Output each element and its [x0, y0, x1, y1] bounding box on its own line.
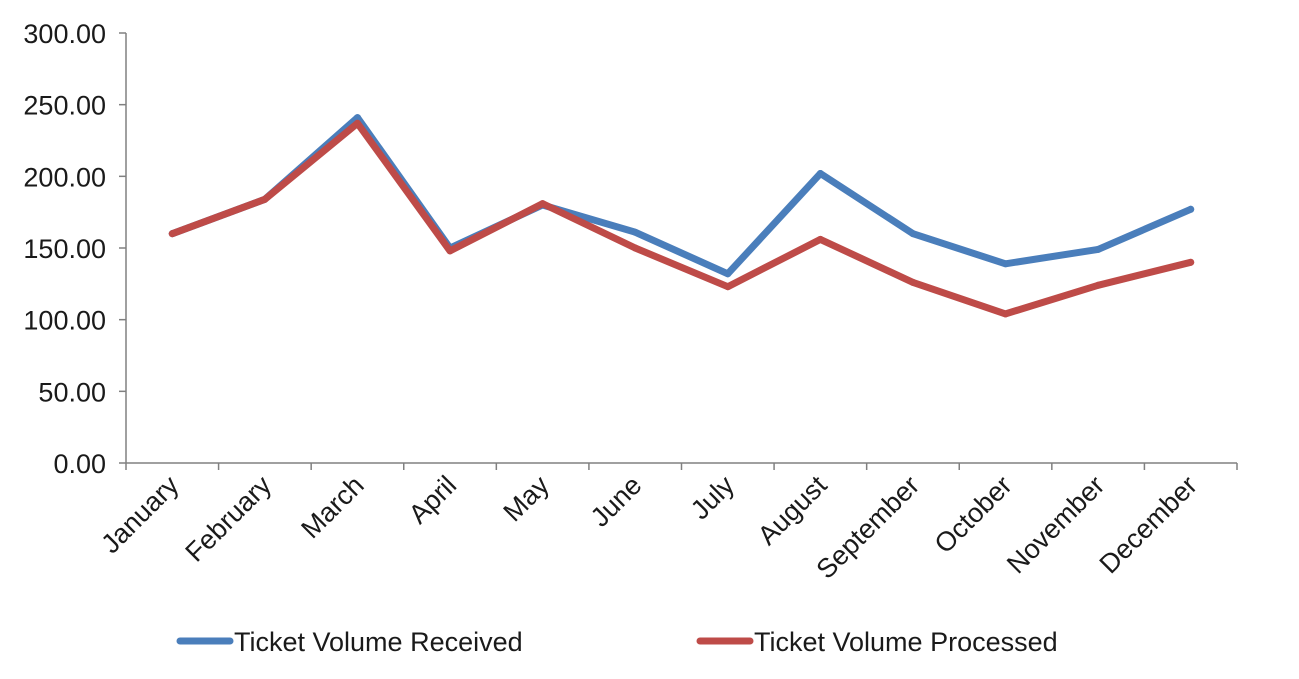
y-tick-label: 300.00: [23, 19, 106, 49]
series-lines: [168, 114, 1195, 318]
x-tick-label: December: [1094, 470, 1203, 579]
data-point-received: [724, 270, 732, 278]
data-point-processed: [816, 235, 824, 243]
y-tick-label: 0.00: [53, 449, 106, 479]
x-tick-label: November: [1001, 470, 1110, 579]
data-point-processed: [909, 278, 917, 286]
data-point-received: [1187, 205, 1195, 213]
data-point-received: [816, 169, 824, 177]
data-point-received: [909, 230, 917, 238]
data-point-processed: [1187, 258, 1195, 266]
data-point-received: [353, 114, 361, 122]
data-point-processed: [446, 247, 454, 255]
data-point-processed: [1094, 281, 1102, 289]
y-tick-label: 250.00: [23, 91, 106, 121]
y-tick-label: 100.00: [23, 306, 106, 336]
data-point-processed: [724, 283, 732, 291]
legend-label-received: Ticket Volume Received: [234, 627, 523, 657]
series-line-received: [168, 114, 1195, 278]
x-tick-label: October: [929, 470, 1018, 559]
data-point-received: [631, 228, 639, 236]
x-tick-label: July: [685, 470, 741, 526]
x-tick-label: March: [295, 470, 369, 544]
legend: Ticket Volume Received Ticket Volume Proc…: [176, 627, 1058, 657]
series-line-processed: [168, 119, 1195, 318]
data-point-processed: [631, 244, 639, 252]
data-point-processed: [168, 230, 176, 238]
x-tick-label: June: [585, 470, 648, 533]
data-point-received: [1002, 260, 1010, 268]
x-tick-label: May: [498, 470, 556, 528]
legend-label-processed: Ticket Volume Processed: [754, 627, 1058, 657]
data-point-processed: [353, 119, 361, 127]
x-tick-label: April: [403, 470, 462, 529]
x-tick-label: February: [180, 470, 278, 568]
data-point-processed: [261, 195, 269, 203]
data-point-processed: [539, 200, 547, 208]
x-tick-label: August: [752, 470, 833, 551]
y-tick-label: 200.00: [23, 162, 106, 192]
data-point-processed: [1002, 310, 1010, 318]
x-tick-label: January: [95, 470, 184, 559]
data-point-received: [1094, 245, 1102, 253]
y-tick-label: 50.00: [38, 377, 106, 407]
y-tick-label: 150.00: [23, 234, 106, 264]
